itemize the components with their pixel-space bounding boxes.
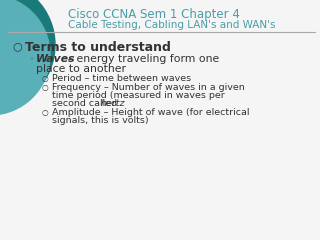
Text: ○: ○: [42, 108, 49, 117]
Text: place to another: place to another: [36, 64, 126, 74]
Text: – energy traveling form one: – energy traveling form one: [64, 54, 219, 64]
Text: Period – time between waves: Period – time between waves: [52, 74, 191, 83]
Circle shape: [0, 0, 50, 115]
Text: ○: ○: [42, 83, 49, 92]
Text: ○: ○: [12, 41, 22, 51]
Text: second called: second called: [52, 99, 120, 108]
Text: Cable Testing, Cabling LAN's and WAN's: Cable Testing, Cabling LAN's and WAN's: [68, 20, 276, 30]
Text: •: •: [28, 54, 34, 64]
Text: Frequency – Number of waves in a given: Frequency – Number of waves in a given: [52, 83, 245, 92]
Text: hertz: hertz: [101, 99, 125, 108]
Text: ○: ○: [42, 74, 49, 83]
Text: time period (measured in waves per: time period (measured in waves per: [52, 91, 225, 100]
Text: Cisco CCNA Sem 1 Chapter 4: Cisco CCNA Sem 1 Chapter 4: [68, 8, 240, 21]
Text: Waves: Waves: [36, 54, 76, 64]
Circle shape: [0, 0, 55, 110]
Text: Amplitude – Height of wave (for electrical: Amplitude – Height of wave (for electric…: [52, 108, 250, 117]
Text: Terms to understand: Terms to understand: [25, 41, 171, 54]
Text: signals, this is volts): signals, this is volts): [52, 116, 148, 125]
